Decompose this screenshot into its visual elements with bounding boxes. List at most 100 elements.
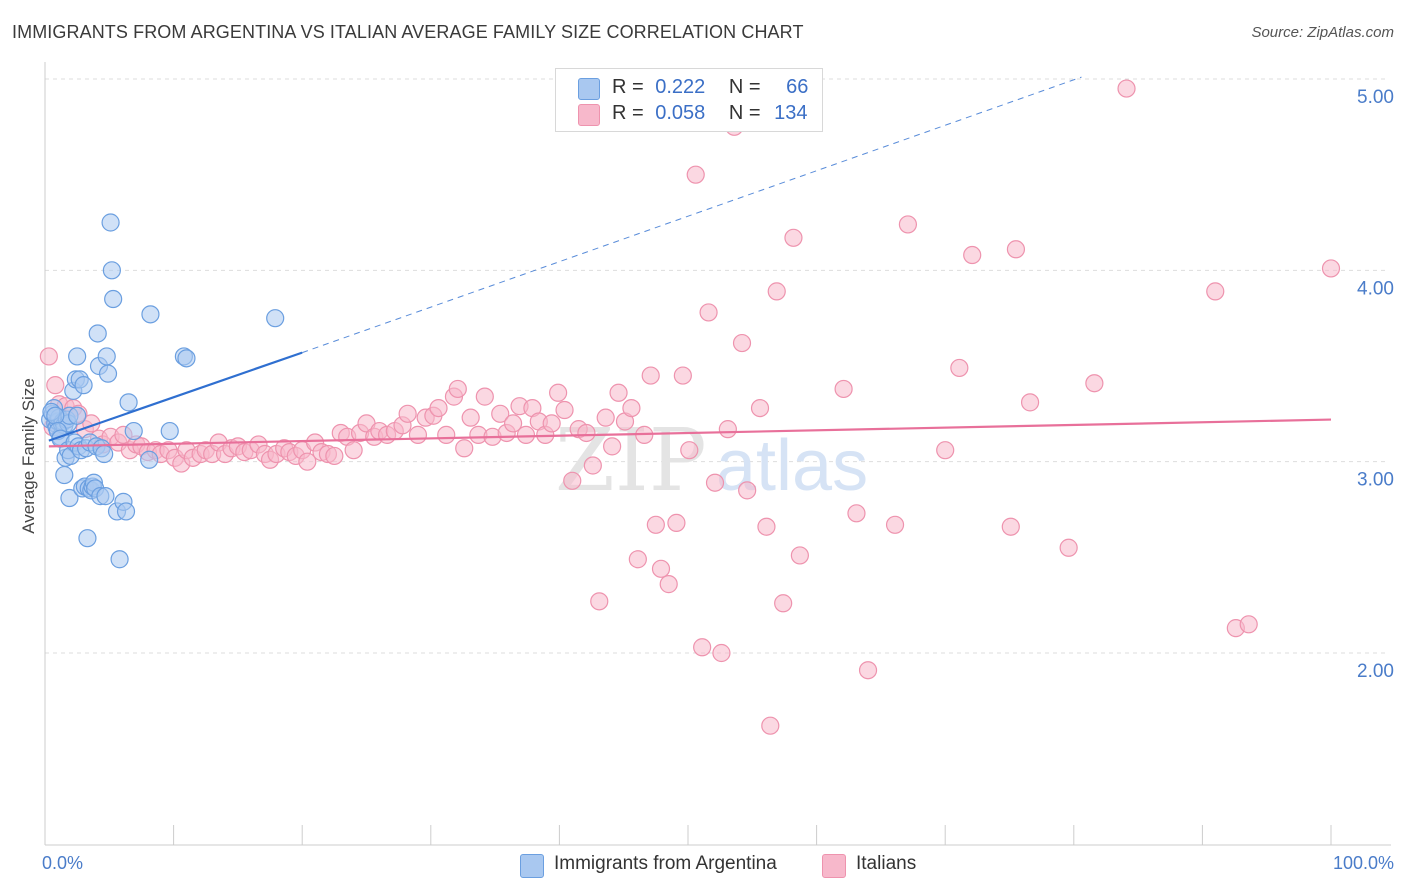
legend-r-value: 0.222 [655, 76, 706, 98]
italians-point-104 [718, 420, 737, 439]
bottom-legend-label-italians: Italians [856, 853, 917, 874]
trend-line-italians [48, 418, 1332, 448]
italians-point-80 [563, 471, 582, 490]
italians-point-126 [1059, 538, 1078, 557]
argentina-point-50 [98, 364, 118, 383]
watermark: ZIP atlas [555, 411, 868, 511]
italians-point-96 [667, 513, 686, 532]
legend-r-value: 0.058 [655, 102, 706, 124]
x-tick-label-max: 100.0% [1333, 853, 1394, 873]
argentina-point-55 [110, 550, 129, 569]
italians-point-65 [461, 408, 480, 427]
italians-point-101 [699, 303, 718, 322]
italians-point-113 [784, 228, 803, 247]
italians-point-89 [622, 398, 641, 418]
italians-point-95 [659, 575, 678, 594]
italians-point-123 [1001, 517, 1020, 536]
argentina-point-53 [104, 289, 123, 309]
italians-point-85 [596, 408, 615, 427]
bottom-legend-label-argentina: Immigrants from Argentina [554, 853, 777, 874]
argentina-point-49 [97, 347, 116, 366]
argentina-point-43 [88, 324, 107, 343]
legend-swatch-blue [578, 78, 600, 100]
italians-point-109 [757, 517, 776, 536]
bottom-legend-swatch-blue [520, 854, 544, 878]
italians-point-102 [705, 473, 725, 492]
series-argentina [41, 213, 285, 569]
y-axis-label: Average Family Size [19, 378, 38, 534]
italians-point-117 [858, 661, 878, 680]
legend-text-italians: R = 0.058 N = 134 [612, 102, 808, 125]
y-tick-label: 5.00 [1357, 87, 1394, 108]
legend-text-argentina: R = 0.222 N = 66 [612, 76, 808, 99]
italians-point-64 [455, 439, 474, 458]
tick-labels: 2.00 3.00 4.00 5.00 0.0% 100.0% [42, 87, 1394, 873]
italians-point-98 [680, 441, 699, 460]
trend-lines [48, 76, 1332, 448]
argentina-point-15 [46, 406, 65, 425]
italians-point-124 [1006, 240, 1026, 259]
italians-point-118 [885, 515, 905, 534]
italians-point-63 [448, 379, 467, 399]
italians-point-116 [847, 504, 866, 523]
italians-point-78 [549, 383, 568, 402]
argentina-point-27 [68, 347, 87, 366]
italians-point-128 [1117, 79, 1136, 98]
italians-point-99 [686, 165, 705, 184]
argentina-point-60 [140, 450, 159, 469]
axes [44, 62, 1391, 846]
italians-point-111 [767, 282, 786, 301]
argentina-point-26 [68, 406, 87, 425]
argentina-point-61 [141, 305, 160, 324]
italians-point-1 [46, 376, 65, 395]
italians-point-90 [628, 550, 647, 569]
italians-point-83 [583, 456, 602, 475]
italians-point-71 [504, 414, 523, 433]
italians-point-45 [325, 446, 344, 466]
italians-point-84 [590, 592, 609, 611]
legend-r-label: R = [612, 76, 644, 98]
y-tick-label: 2.00 [1357, 661, 1394, 682]
italians-point-41 [298, 452, 317, 471]
legend-n-label: N = [728, 76, 761, 98]
argentina-point-32 [74, 376, 93, 395]
italians-point-87 [609, 383, 628, 402]
italians-point-93 [646, 515, 665, 534]
italians-point-73 [516, 425, 536, 444]
italians-point-132 [1321, 259, 1341, 278]
italians-point-119 [898, 215, 918, 234]
trend-line-argentina [48, 351, 303, 442]
italians-point-122 [963, 245, 982, 265]
italians-point-120 [936, 441, 955, 460]
italians-point-61 [437, 425, 456, 444]
grid-lines [45, 78, 1386, 654]
argentina-point-35 [78, 529, 97, 548]
italians-point-57 [408, 425, 428, 444]
italians-point-131 [1239, 615, 1258, 634]
argentina-point-57 [116, 502, 136, 521]
italians-point-56 [398, 404, 417, 423]
legend-swatch-pink [578, 104, 600, 126]
italians-point-107 [738, 481, 757, 500]
italians-point-67 [475, 387, 494, 406]
legend-n-label: N = [728, 102, 761, 124]
legend-r-label: R = [612, 102, 644, 124]
italians-point-114 [790, 546, 809, 565]
argentina-point-51 [101, 213, 120, 232]
argentina-point-62 [160, 421, 179, 441]
argentina-point-59 [124, 421, 143, 441]
argentina-point-64 [177, 349, 196, 368]
y-tick-label: 4.00 [1357, 278, 1394, 299]
argentina-point-18 [55, 465, 74, 485]
argentina-point-47 [95, 444, 114, 464]
italians-point-108 [750, 398, 770, 418]
x-tick-label-min: 0.0% [42, 853, 83, 873]
italians-point-106 [732, 333, 752, 353]
legend: R = 0.222 N = 66 R = 0.058 N = 134 [555, 68, 823, 132]
argentina-point-65 [266, 309, 285, 328]
italians-point-103 [712, 643, 731, 663]
italians-point-79 [555, 400, 574, 420]
italians-point-125 [1020, 393, 1040, 412]
bottom-legend-swatch-pink [822, 854, 846, 878]
